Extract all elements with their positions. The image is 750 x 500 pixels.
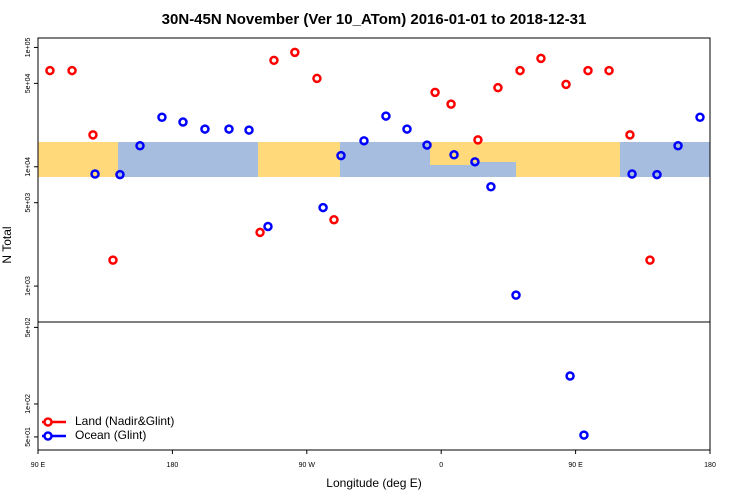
point [625, 130, 635, 140]
y-tick-label: 1e+05 [25, 38, 32, 58]
point [88, 130, 98, 140]
point [446, 99, 456, 109]
point [652, 169, 662, 180]
point [627, 169, 637, 179]
point [108, 255, 118, 265]
map-band [38, 142, 710, 177]
point [604, 65, 614, 76]
point [579, 430, 589, 440]
x-tick-label: 180 [704, 462, 716, 469]
point [67, 65, 77, 76]
x-tick-label: 90 E [31, 462, 46, 469]
point [673, 141, 683, 151]
point [493, 82, 503, 93]
point [329, 214, 339, 225]
y-tick-label: 1e+02 [25, 394, 32, 414]
point [561, 79, 571, 90]
point [269, 55, 279, 66]
point [430, 87, 440, 98]
y-tick-label: 5e+02 [25, 317, 32, 337]
y-axis-label: N Total [0, 226, 14, 263]
y-tick-label: 5e+01 [25, 427, 32, 447]
x-tick-label: 90 W [299, 462, 316, 469]
point [359, 136, 369, 146]
y-tick-label: 5e+03 [25, 193, 32, 213]
point [402, 124, 412, 134]
x-axis-label: Longitude (deg E) [326, 476, 421, 490]
point [318, 202, 328, 213]
point [135, 141, 145, 151]
chart-title: 30N-45N November (Ver 10_ATom) 2016-01-0… [162, 11, 587, 28]
point [470, 157, 480, 167]
point [473, 135, 483, 145]
x-tick-label: 180 [167, 462, 179, 469]
point [90, 169, 100, 179]
x-tick-label: 0 [439, 462, 443, 469]
y-tick-label: 1e+04 [25, 157, 32, 177]
point [515, 65, 525, 76]
point [511, 290, 521, 300]
plot-frame [37, 37, 711, 451]
point [263, 221, 273, 232]
point [486, 181, 496, 192]
point [422, 140, 432, 150]
legend-label: Ocean (Glint) [75, 428, 146, 442]
point [178, 117, 188, 127]
point [336, 150, 346, 161]
point [255, 227, 265, 238]
point [449, 150, 459, 160]
point [312, 73, 322, 84]
point [536, 53, 546, 64]
point [45, 65, 55, 76]
point [290, 47, 300, 58]
y-tick-label: 5e+04 [25, 73, 32, 93]
point [565, 371, 575, 381]
point [200, 124, 210, 134]
legend-marker [43, 431, 53, 441]
point [583, 65, 593, 76]
point [157, 112, 167, 123]
legend-label: Land (Nadir&Glint) [75, 414, 174, 428]
legend-marker [43, 417, 53, 427]
point [224, 124, 234, 134]
y-tick-label: 1e+03 [25, 276, 32, 296]
x-tick-label: 90 E [568, 462, 583, 469]
point [115, 169, 125, 180]
point [695, 112, 705, 123]
point [645, 255, 655, 265]
point [381, 111, 391, 121]
point [244, 125, 254, 135]
